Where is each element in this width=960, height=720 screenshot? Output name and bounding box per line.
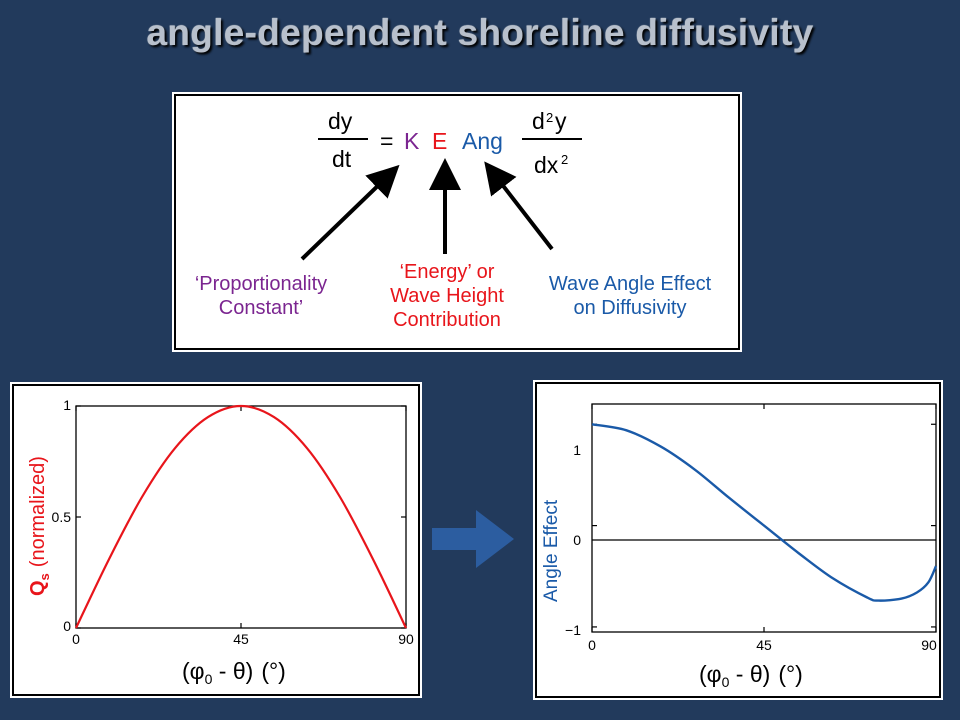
right-ytick-neg1: −1	[565, 622, 581, 638]
k-term: K	[404, 128, 420, 154]
right-xtick-45: 45	[756, 637, 772, 653]
right-plot-panel: 1 0 −1 0 45 90 Angle Effect (φ0 - θ) (°)	[535, 382, 941, 698]
e-term: E	[432, 128, 448, 154]
rhs-fraction-bar	[522, 138, 582, 140]
right-arrow-icon	[432, 510, 514, 568]
right-x-axis-label: (φ0 - θ) (°)	[699, 661, 803, 690]
equation-box: dy dt = K E Ang d 2 y dx 2 ‘Proportional…	[174, 94, 740, 350]
left-axes-box	[75, 405, 407, 629]
e-label: ‘Energy’ or Wave Height Contribution	[362, 260, 532, 332]
left-y-axis-label: Qs(normalized)	[27, 456, 52, 596]
e-label-line1: ‘Energy’ or	[399, 261, 495, 283]
right-xtick-0: 0	[588, 637, 596, 653]
ang-label-line1: Wave Angle Effect	[548, 273, 712, 295]
equals-sign: =	[380, 128, 394, 154]
left-ytick-0: 0	[63, 618, 71, 634]
arrow-to-ang	[484, 161, 554, 251]
e-label-line3: Contribution	[393, 309, 501, 331]
slide-title: angle-dependent shoreline diffusivity	[146, 12, 814, 53]
e-label-line2: Wave Height	[390, 285, 504, 307]
rhs-den-exponent: 2	[561, 152, 569, 167]
left-x-axis-label: (φ0 - θ) (°)	[182, 658, 286, 687]
rhs-num-exponent: 2	[546, 110, 554, 125]
ang-term: Ang	[462, 128, 503, 154]
left-xtick-45: 45	[233, 631, 249, 647]
k-label: ‘Proportionality Constant’	[176, 272, 346, 320]
pointer-arrows	[300, 158, 554, 261]
rhs-num-d: d	[532, 108, 545, 134]
ang-label: Wave Angle Effect on Diffusivity	[524, 272, 736, 320]
angle-effect-curve	[591, 423, 938, 602]
lhs-fraction-bar	[318, 138, 368, 140]
angle-effect-plot: 1 0 −1 0 45 90 Angle Effect (φ0 - θ) (°)	[541, 403, 938, 690]
right-xtick-90: 90	[921, 637, 937, 653]
lhs-numerator: dy	[328, 108, 353, 134]
left-ytick-1: 1	[63, 397, 71, 413]
qs-curve	[75, 404, 407, 629]
qs-plot: 1 0.5 0 0 45 90 Qs(normalized) (φ0 - θ)(…	[27, 397, 414, 687]
ang-label-line2: on Diffusivity	[573, 297, 687, 319]
k-label-line2: Constant’	[218, 297, 304, 319]
rhs-den-dx: dx	[534, 152, 559, 178]
rhs-num-y: y	[555, 108, 567, 134]
k-label-line1: ‘Proportionality	[194, 273, 328, 295]
left-xtick-90: 90	[398, 631, 414, 647]
right-y-axis-label: Angle Effect	[541, 499, 562, 602]
left-ytick-05: 0.5	[52, 509, 72, 525]
left-plot-panel: 1 0.5 0 0 45 90 Qs(normalized) (φ0 - θ)(…	[12, 384, 420, 696]
right-ytick-1: 1	[573, 442, 581, 458]
arrow-to-k	[300, 164, 400, 261]
right-ytick-0: 0	[573, 532, 581, 548]
lhs-denominator: dt	[332, 146, 352, 172]
left-xtick-0: 0	[72, 631, 80, 647]
